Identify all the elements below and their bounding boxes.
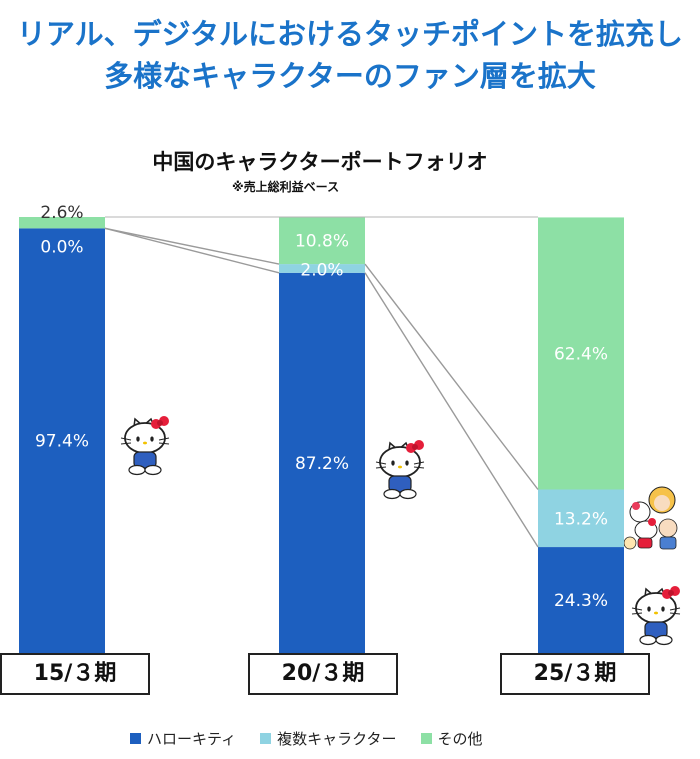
hello-kitty-icon <box>631 585 681 646</box>
value-label: 2.6% <box>40 203 83 223</box>
sanrio-characters-icon <box>623 486 678 550</box>
legend-swatch <box>260 733 272 744</box>
value-label: 2.0% <box>300 260 343 280</box>
connector-line <box>364 272 539 548</box>
period-label-25-3: 25/３期 <box>500 653 650 695</box>
legend-label: ハローキティ <box>147 730 237 748</box>
bar-segment <box>19 217 105 229</box>
legend-label: その他 <box>437 730 483 748</box>
legend-item-hello-kitty: ハローキティ <box>130 728 236 749</box>
headline-line-1: リアル、デジタルにおけるタッチポイントを拡充し <box>16 17 684 51</box>
period-label-20-3: 20/３期 <box>248 653 398 695</box>
legend-item-multiple-characters: 複数キャラクター <box>260 728 397 749</box>
bar-segment <box>279 217 365 265</box>
legend-item-other: その他 <box>420 728 483 749</box>
value-label: 0.0% <box>40 237 83 257</box>
legend-label: 複数キャラクター <box>277 730 397 748</box>
connector-line <box>364 263 539 490</box>
bar-segment <box>279 272 365 653</box>
headline-line-2: 多様なキャラクターのファン層を拡大 <box>104 59 596 93</box>
legend-swatch <box>130 733 141 744</box>
chart-subtitle: ※売上総利益ベース <box>232 180 340 194</box>
bar-segment <box>538 547 624 653</box>
value-label: 13.2% <box>554 509 608 529</box>
bar-segment <box>538 217 624 490</box>
chart-legend: ハローキティ 複数キャラクター その他 <box>130 728 483 749</box>
connector-line <box>104 227 280 274</box>
hello-kitty-icon <box>120 415 170 476</box>
hello-kitty-icon <box>375 439 425 500</box>
value-label: 87.2% <box>295 454 349 474</box>
legend-swatch <box>420 733 432 744</box>
value-label: 10.8% <box>295 232 349 252</box>
bar-segment <box>19 228 105 653</box>
chart-title: 中国のキャラクターポートフォリオ <box>152 150 488 174</box>
bar-segment <box>538 489 624 548</box>
value-label: 62.4% <box>554 344 608 364</box>
period-label-15-3: 15/３期 <box>0 653 150 695</box>
value-label: 24.3% <box>554 591 608 611</box>
value-label: 97.4% <box>35 432 89 452</box>
bar-segment <box>279 264 365 273</box>
connector-line <box>104 227 280 265</box>
